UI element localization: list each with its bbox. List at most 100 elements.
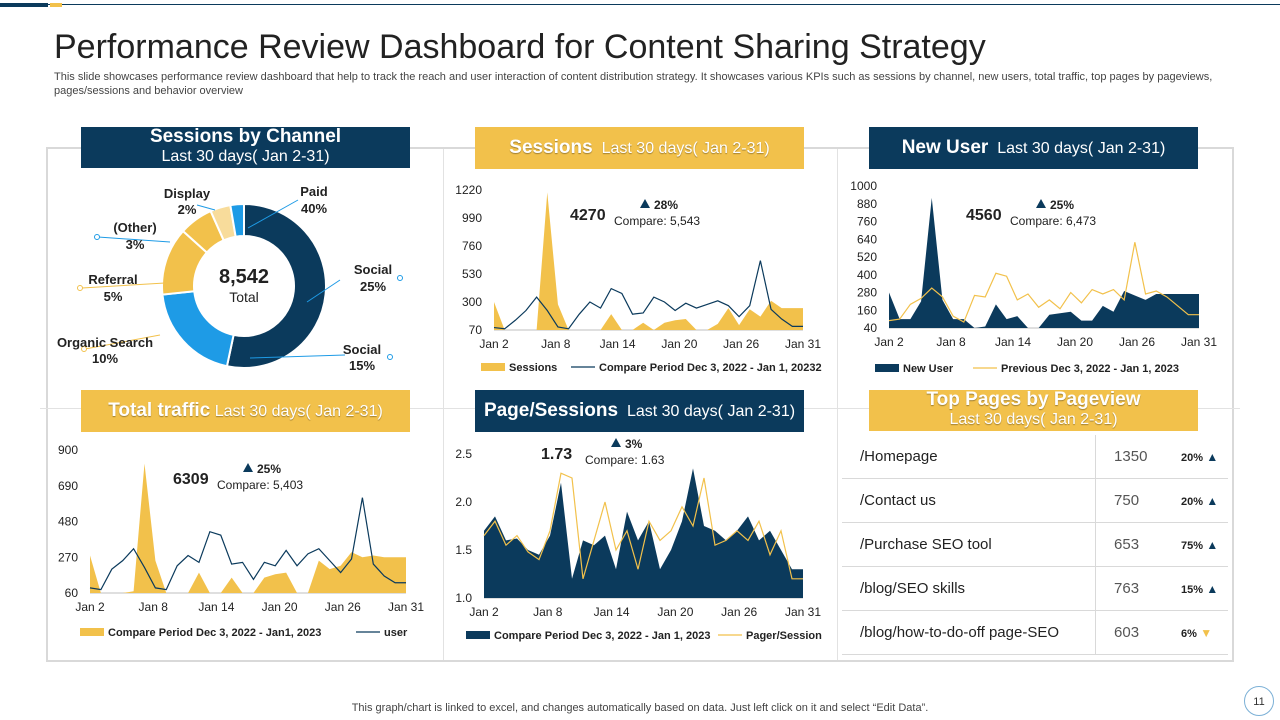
series-line-1 — [493, 260, 803, 330]
x-tick-label: Jan 26 — [1119, 335, 1155, 349]
kpi-change: 3% — [625, 437, 643, 451]
y-tick-label: 60 — [65, 586, 79, 600]
kpi-change: 25% — [257, 462, 281, 476]
trend-up-icon: ▲ — [1203, 537, 1219, 552]
top-page-pct: 20% — [1181, 495, 1204, 508]
pct-social-25: 25% — [360, 279, 386, 294]
top-accent-navy — [0, 3, 48, 7]
top-page-views: 750 — [1095, 478, 1166, 523]
top-page-pct: 15% — [1181, 583, 1204, 596]
top-pages-table: /Homepage 1350 20% ▲/Contact us 750 20% ▲/Pu… — [842, 435, 1228, 655]
leader-line-organic — [84, 334, 161, 350]
top-page-row: /Purchase SEO tool 653 75% ▲ — [842, 522, 1228, 567]
pct-display: 2% — [178, 202, 197, 217]
marker-organic — [81, 346, 87, 352]
pct-other: 3% — [126, 237, 145, 252]
x-tick-label: Jan 31 — [785, 337, 821, 351]
top-page-path: /blog/SEO skills — [842, 566, 1096, 611]
x-tick-label: Jan 26 — [721, 605, 757, 619]
y-tick-label: 1.5 — [455, 543, 472, 557]
top-page-views: 603 — [1095, 610, 1166, 655]
top-page-change: 75% ▲ — [1165, 522, 1228, 567]
trend-down-icon: ▼ — [1196, 625, 1213, 640]
y-tick-label: 990 — [462, 211, 482, 225]
x-tick-label: Jan 14 — [594, 605, 630, 619]
legend-label: Compare Period Dec 3, 2022 - Jan1, 2023 — [108, 627, 321, 639]
x-tick-label: Jan 14 — [600, 337, 636, 351]
top-page-change: 20% ▲ — [1165, 435, 1228, 479]
top-page-path: /Contact us — [842, 478, 1096, 523]
donut-slice-paid — [225, 202, 327, 369]
y-tick-label: 760 — [462, 239, 482, 253]
header-period: Last 30 days( Jan 2-31) — [997, 140, 1166, 157]
donut-center-label: Total — [229, 289, 259, 305]
page-subtitle: This slide showcases performance review … — [54, 71, 1213, 97]
series-line-1 — [483, 472, 803, 580]
legend-label: user — [384, 627, 408, 639]
y-tick-label: 2.5 — [455, 447, 472, 461]
pct-paid: 40% — [301, 201, 327, 216]
header-period: Last 30 days( Jan 2-31) — [214, 403, 383, 420]
top-page-pct: 6% — [1181, 627, 1197, 640]
pct-referral: 5% — [104, 289, 123, 304]
kpi-up-arrow-icon — [611, 438, 621, 447]
x-tick-label: Jan 2 — [469, 605, 499, 619]
header-title: Top Pages by Pageview — [926, 389, 1141, 410]
top-page-views: 763 — [1095, 566, 1166, 611]
legend-swatch-area — [875, 364, 899, 372]
marker-other — [94, 234, 100, 240]
kpi-value: 6309 — [173, 471, 209, 488]
y-tick-label: 40 — [864, 321, 878, 335]
top-page-path: /blog/how-to-do-off page-SEO — [842, 610, 1096, 655]
y-tick-label: 480 — [58, 515, 78, 529]
kpi-value: 1.73 — [541, 446, 572, 463]
top-page-pct: 75% — [1181, 539, 1204, 552]
header-sessions-by-channel: Sessions by Channel Last 30 days( Jan 2-… — [81, 127, 410, 168]
top-page-row: /Homepage 1350 20% ▲ — [842, 435, 1228, 479]
x-tick-label: Jan 2 — [75, 600, 105, 614]
kpi-compare: Compare: 6,473 — [1010, 214, 1096, 228]
x-tick-label: Jan 14 — [198, 600, 234, 614]
pct-organic: 10% — [92, 351, 118, 366]
header-new-user: New User Last 30 days( Jan 2-31) — [869, 127, 1198, 169]
kpi-value: 4270 — [570, 207, 606, 224]
top-page-change: 6% ▼ — [1165, 610, 1228, 655]
leader-line-social-15 — [249, 354, 346, 359]
x-tick-label: Jan 8 — [936, 335, 966, 349]
series-area-0 — [889, 197, 1199, 328]
header-period: Last 30 days( Jan 2-31) — [949, 411, 1118, 428]
header-top-pages: Top Pages by Pageview Last 30 days( Jan … — [869, 390, 1198, 431]
y-tick-label: 300 — [462, 295, 482, 309]
x-tick-label: Jan 20 — [657, 605, 693, 619]
top-page-path: /Purchase SEO tool — [842, 522, 1096, 567]
leader-line-other — [97, 236, 171, 243]
top-page-row: /blog/how-to-do-off page-SEO 603 6% ▼ — [842, 610, 1228, 655]
kpi-value: 4560 — [966, 207, 1002, 224]
x-tick-label: Jan 2 — [479, 337, 509, 351]
legend-swatch-area — [481, 363, 505, 371]
header-total-traffic: Total traffic Last 30 days( Jan 2-31) — [81, 390, 410, 432]
series-area-0 — [484, 468, 803, 598]
x-tick-label: Jan 31 — [388, 600, 424, 614]
legend-label: New User — [903, 363, 954, 375]
marker-social-15 — [387, 354, 393, 360]
x-tick-label: Jan 8 — [541, 337, 571, 351]
x-tick-label: Jan 31 — [785, 605, 821, 619]
series-area-0 — [90, 463, 406, 593]
top-accent-gold — [50, 3, 62, 7]
header-period: Last 30 days( Jan 2-31) — [601, 140, 770, 157]
donut-center-value: 8,542 — [219, 266, 269, 288]
label-social-15: Social — [343, 342, 381, 357]
header-period: Last 30 days( Jan 2-31) — [161, 148, 330, 165]
column-divider-1 — [443, 149, 444, 660]
y-tick-label: 1.0 — [455, 591, 472, 605]
top-page-change: 20% ▲ — [1165, 478, 1228, 523]
y-tick-label: 760 — [857, 215, 877, 229]
y-tick-label: 70 — [469, 323, 483, 337]
leader-line-display — [196, 204, 216, 211]
y-tick-label: 400 — [857, 268, 877, 282]
